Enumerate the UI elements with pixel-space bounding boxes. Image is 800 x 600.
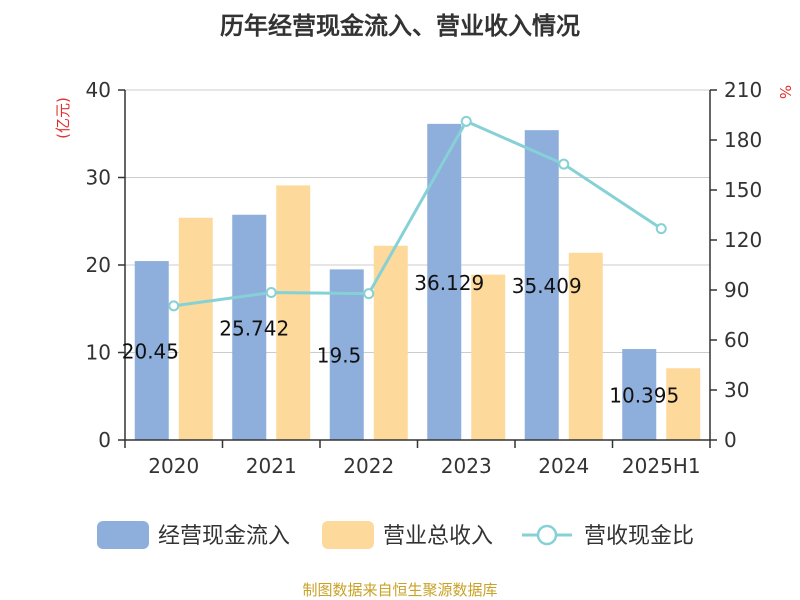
chart-title: 历年经营现金流入、营业收入情况 (220, 12, 580, 40)
y-right-tick-label: 210 (724, 78, 762, 102)
y-left-tick-label: 20 (86, 253, 111, 277)
bar-cash-inflow (329, 269, 364, 440)
y-right-tick-label: 150 (724, 178, 762, 202)
line-series (168, 115, 667, 312)
legend-swatch-revenue (322, 521, 374, 549)
bar-cash-inflow (427, 123, 462, 440)
y-right-tick-label: 120 (724, 228, 762, 252)
y-left-tick-label: 10 (86, 341, 111, 365)
line-point (558, 158, 570, 170)
bar-cash-inflow (524, 130, 559, 440)
data-label: 35.409 (512, 274, 582, 298)
line-point (655, 223, 667, 235)
x-tick-label: 2024 (538, 454, 589, 478)
line-point (168, 300, 180, 312)
bar-cash-inflow (134, 261, 169, 440)
bar-cash-inflow (622, 349, 657, 440)
data-labels: 20.45 25.742 19.5 36.129 35.409 10.395 (122, 271, 679, 408)
y-right-tick-label: 30 (724, 378, 749, 402)
data-label: 25.742 (219, 316, 289, 340)
y-right-unit: % (776, 85, 794, 99)
bar-revenue (178, 217, 213, 440)
bar-revenue (471, 274, 506, 440)
y-left-tick-label: 30 (86, 166, 111, 190)
x-tick-label: 2025H1 (622, 454, 701, 478)
legend: 经营现金流入 营业总收入 营收现金比 (97, 521, 694, 549)
line-point (265, 287, 277, 298)
data-label: 10.395 (609, 384, 679, 408)
data-label: 36.129 (414, 271, 484, 295)
y-left-tick-label: 0 (98, 428, 111, 452)
legend-label-revenue: 营业总收入 (383, 524, 493, 549)
legend-swatch-cash-inflow (97, 521, 149, 549)
source-note: 制图数据来自恒生聚源数据库 (302, 581, 497, 599)
axes: 0 10 20 30 40 0 30 60 90 120 150 180 210 (亿元)% 2020 202… (54, 78, 794, 478)
x-tick-label: 2022 (343, 454, 394, 478)
x-tick-label: 2023 (441, 454, 492, 478)
y-right-tick-label: 0 (724, 428, 737, 452)
bars (134, 123, 701, 440)
data-label: 20.45 (122, 340, 179, 364)
bar-revenue (276, 185, 311, 440)
x-tick-label: 2020 (148, 454, 199, 478)
x-tick-label: 2021 (246, 454, 297, 478)
y-right-tick-label: 90 (724, 278, 749, 302)
y-left-unit: (亿元) (54, 97, 72, 139)
bar-revenue (373, 245, 408, 440)
bar-revenue (666, 368, 701, 440)
bar-cash-inflow (232, 214, 267, 440)
y-left-tick-label: 40 (86, 78, 111, 102)
line-cash-revenue-ratio (173, 119, 663, 308)
legend-label-ratio: 营收现金比 (584, 524, 694, 549)
y-right-tick-label: 180 (724, 128, 762, 152)
line-point (460, 115, 472, 127)
legend-swatch-ratio-marker (536, 524, 558, 546)
line-point (363, 288, 375, 300)
data-label: 19.5 (317, 344, 362, 368)
y-right-tick-label: 60 (724, 328, 749, 352)
bar-revenue (568, 252, 603, 440)
legend-label-cash-inflow: 经营现金流入 (158, 524, 290, 549)
